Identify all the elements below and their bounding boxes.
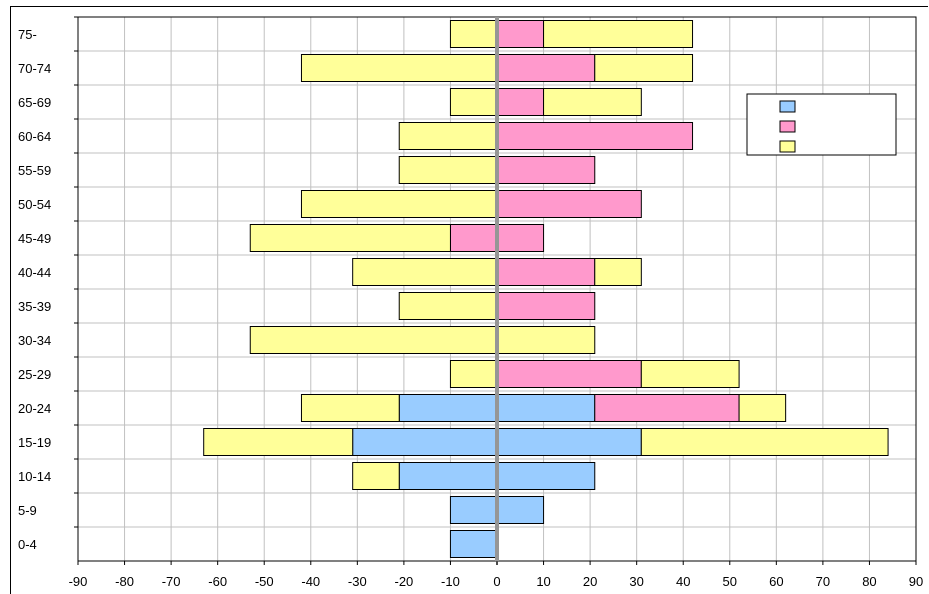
x-tick-label: 80 [862, 574, 876, 589]
bar-45-49-series2-right [496, 224, 545, 252]
legend-swatch-series3 [779, 140, 796, 153]
y-tick-label: 40-44 [18, 265, 51, 280]
bar-40-44-series3-left [352, 258, 498, 286]
bar-45-49-series3-left [249, 224, 451, 252]
y-tick-label: 30-34 [18, 333, 51, 348]
x-tick-label: 20 [583, 574, 597, 589]
bar-15-19-series1-left [352, 428, 498, 456]
y-tick-label: 50-54 [18, 197, 51, 212]
x-tick-label: -80 [115, 574, 134, 589]
bar-10-14-series3-left [352, 462, 400, 490]
bars-group [203, 20, 889, 558]
bar-20-24-series2-right [594, 394, 740, 422]
bar-20-24-series1-left [398, 394, 498, 422]
bar-5-9-series1-left [449, 496, 498, 524]
bar-15-19-series1-right [496, 428, 642, 456]
bar-25-29-series3-right [640, 360, 740, 388]
y-tick-label: 75- [18, 27, 37, 42]
x-tick-label: -90 [69, 574, 88, 589]
bar-25-29-series2-right [496, 360, 642, 388]
y-tick-label: 70-74 [18, 61, 51, 76]
x-tick-label: 70 [816, 574, 830, 589]
bar-40-44-series2-right [496, 258, 596, 286]
y-tick-label: 35-39 [18, 299, 51, 314]
x-tick-label: 50 [723, 574, 737, 589]
bar-55-59-series3-left [398, 156, 498, 184]
y-tick-label: 60-64 [18, 129, 51, 144]
bar-50-54-series2-right [496, 190, 642, 218]
x-tick-label: 30 [629, 574, 643, 589]
x-tick-label: -40 [301, 574, 320, 589]
y-tick-label: 5-9 [18, 503, 37, 518]
bar-70-74-series3-left [300, 54, 498, 82]
y-tick-label: 20-24 [18, 401, 51, 416]
bar-65-69-series2-right [496, 88, 545, 116]
bar-20-24-series3-left [300, 394, 400, 422]
bar-15-19-series3-left [203, 428, 354, 456]
x-tick-label: -10 [441, 574, 460, 589]
y-tick-label: 45-49 [18, 231, 51, 246]
bar-35-39-series2-right [496, 292, 596, 320]
bar-65-69-series3-left [449, 88, 498, 116]
y-tick-label: 55-59 [18, 163, 51, 178]
bar-15-19-series3-right [640, 428, 889, 456]
bar-45-49-series2-left [449, 224, 498, 252]
bar-20-24-series1-right [496, 394, 596, 422]
x-tick-label: -20 [394, 574, 413, 589]
y-tick-label: 65-69 [18, 95, 51, 110]
y-tick-label: 25-29 [18, 367, 51, 382]
x-tick-label: -50 [255, 574, 274, 589]
bar-70-74-series3-right [594, 54, 694, 82]
x-tick-label: 90 [909, 574, 923, 589]
bar-30-34-series3-left [249, 326, 498, 354]
bar-20-24-series3-right [738, 394, 787, 422]
bar-50-54-series3-left [300, 190, 498, 218]
bar-30-34-series3-right [496, 326, 596, 354]
bar-5-9-series1-right [496, 496, 545, 524]
x-tick-label: 60 [769, 574, 783, 589]
bar-60-64-series2-right [496, 122, 694, 150]
x-tick-label: -30 [348, 574, 367, 589]
x-tick-label: 0 [493, 574, 500, 589]
legend [746, 93, 897, 156]
bar-10-14-series1-right [496, 462, 596, 490]
bar-25-29-series3-left [449, 360, 498, 388]
bar-0-4-series1-left [449, 530, 498, 558]
y-tick-label: 15-19 [18, 435, 51, 450]
legend-swatch-series2 [779, 120, 796, 133]
x-tick-label: 40 [676, 574, 690, 589]
bar-70-74-series2-right [496, 54, 596, 82]
y-tick-label: 0-4 [18, 537, 37, 552]
x-tick-label: 10 [536, 574, 550, 589]
bar-65-69-series3-right [543, 88, 642, 116]
x-tick-label: -70 [162, 574, 181, 589]
legend-box [746, 93, 897, 156]
x-tick-labels: -90 -80 -70 -60 -50 -40 -30 -20 -10 0 10 20 30 40 50 60… [69, 561, 923, 589]
x-tick-label: -60 [208, 574, 227, 589]
y-tick-labels: 0-4 5-9 10-14 15-19 20-24 25-29 30-34 35-39 40-4… [18, 16, 78, 552]
bar-55-59-series2-right [496, 156, 596, 184]
bar-75--series3-left [449, 20, 498, 48]
bar-10-14-series1-left [398, 462, 498, 490]
bar-75--series3-right [543, 20, 694, 48]
bar-35-39-series3-left [398, 292, 498, 320]
bar-60-64-series3-left [398, 122, 498, 150]
bar-40-44-series3-right [594, 258, 642, 286]
chart-frame [10, 6, 928, 594]
legend-swatch-series1 [779, 100, 796, 113]
y-tick-label: 10-14 [18, 469, 51, 484]
bar-75--series2-right [496, 20, 545, 48]
